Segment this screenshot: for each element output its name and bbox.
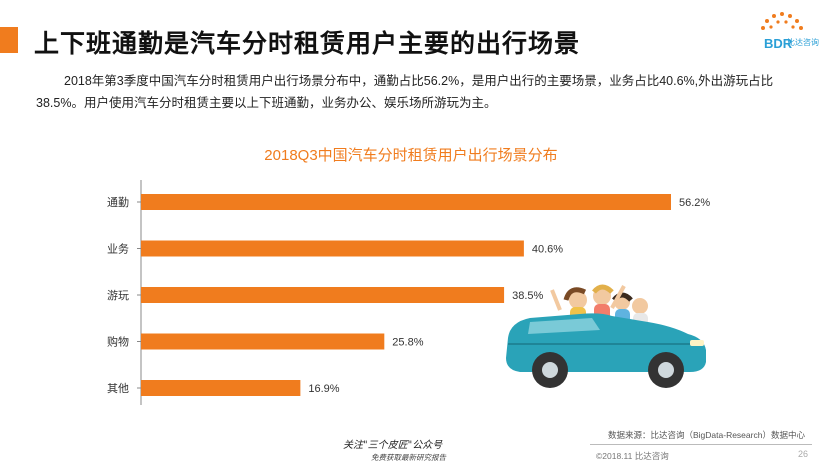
footer-divider (590, 444, 812, 445)
category-label: 游玩 (107, 289, 129, 302)
car-with-passengers-illustration (506, 284, 706, 388)
chart-title: 2018Q3中国汽车分时租赁用户出行场景分布 (264, 147, 558, 164)
data-label: 56.2% (679, 197, 710, 209)
data-source-note: 数据来源：比达咨询（BigData-Research）数据中心 (608, 430, 805, 440)
category-label: 通勤 (107, 196, 129, 209)
data-label: 40.6% (532, 244, 563, 256)
bar (141, 380, 301, 396)
copyright-text: ©2018.11 比达咨询 (596, 451, 669, 461)
bar (141, 333, 385, 350)
category-label: 业务 (107, 243, 129, 256)
page-title: 上下班通勤是汽车分时租赁用户主要的出行场景 (34, 30, 581, 58)
title-accent-bar (0, 27, 18, 53)
category-label: 购物 (107, 335, 129, 349)
bar (141, 287, 505, 303)
data-label: 38.5% (512, 290, 543, 302)
data-label: 16.9% (308, 383, 339, 395)
bdr-logo (761, 12, 803, 30)
bar (141, 194, 671, 210)
category-label: 其他 (107, 382, 129, 395)
data-label: 25.8% (392, 337, 423, 349)
description-paragraph: 2018年第3季度中国汽车分时租赁用户出行场景分布中，通勤占比56.2%，是用户… (36, 74, 774, 110)
logo-subtext: 比达咨询 (787, 38, 819, 47)
page-number: 26 (798, 449, 809, 459)
watermark-line-2: 免费获取最新研究报告 (371, 453, 446, 462)
bar (141, 240, 524, 257)
watermark-line-1: 关注"三个皮匠"公众号 (343, 440, 443, 451)
logo-text: BDR (764, 36, 793, 51)
